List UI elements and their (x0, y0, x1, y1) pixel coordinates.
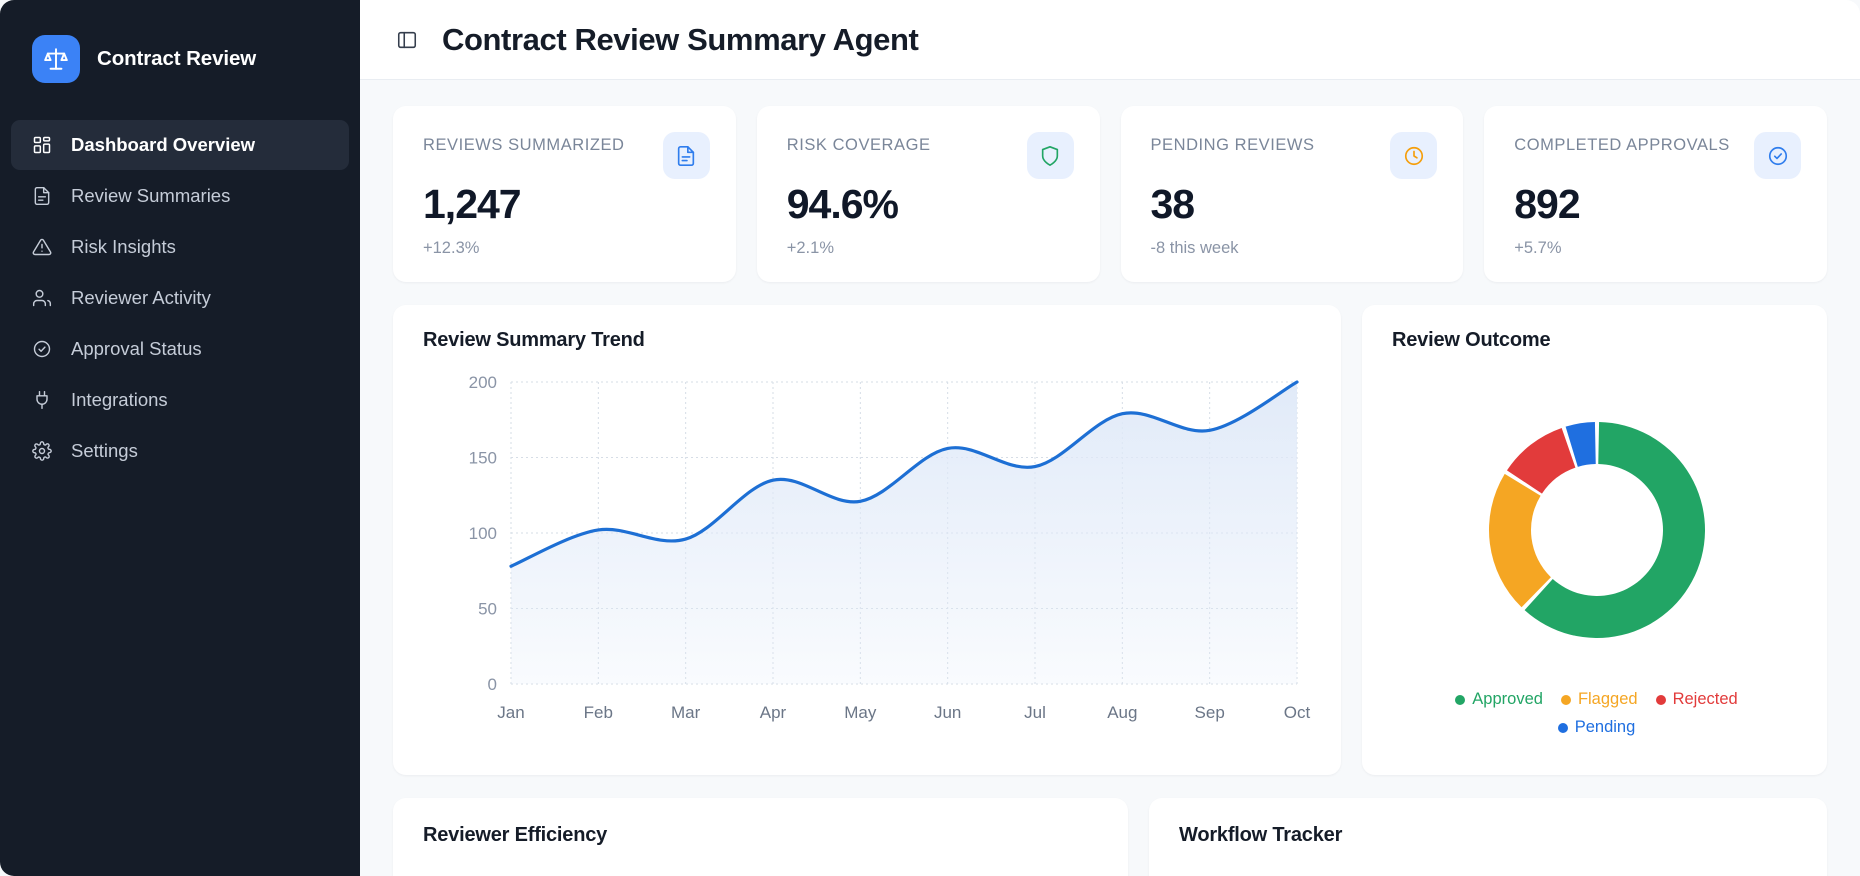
card-title: Workflow Tracker (1179, 824, 1343, 847)
kpi-delta: +12.3% (423, 239, 480, 258)
legend-label: Approved (1472, 690, 1543, 709)
svg-text:50: 50 (478, 600, 497, 619)
shield-icon (1026, 132, 1074, 179)
sidebar-item-label: Review Summaries (71, 185, 231, 206)
sidebar-item-label: Integrations (71, 389, 168, 410)
scales-of-justice-icon (32, 35, 80, 83)
card-title: Reviewer Efficiency (423, 824, 608, 847)
legend-item[interactable]: Approved (1455, 686, 1543, 713)
donut-segment[interactable] (1565, 422, 1596, 467)
kpi-label: COMPLETED APPROVALS (1514, 136, 1730, 154)
svg-text:Jun: Jun (934, 703, 961, 722)
donut-segment[interactable] (1506, 427, 1575, 494)
donut-segment[interactable] (1524, 422, 1705, 639)
legend-label: Rejected (1672, 690, 1738, 709)
svg-text:Feb: Feb (584, 703, 613, 722)
kpi-card-reviews-summarized: REVIEWS SUMMARIZED 1,247 +12.3% (393, 106, 736, 283)
legend-dot (1557, 722, 1568, 733)
kpi-delta: +5.7% (1514, 239, 1562, 258)
plug-icon (30, 389, 53, 412)
brand: Contract Review (0, 22, 360, 86)
sidebar-item-reviewer-activity[interactable]: Reviewer Activity (11, 273, 349, 323)
donut-segment[interactable] (1488, 473, 1551, 608)
card-title: Review Summary Trend (423, 329, 645, 352)
svg-text:May: May (844, 703, 877, 722)
legend-item[interactable]: Rejected (1655, 686, 1738, 713)
svg-text:100: 100 (469, 524, 497, 543)
legend-label: Flagged (1577, 690, 1638, 709)
svg-text:Mar: Mar (671, 703, 701, 722)
svg-text:200: 200 (469, 373, 497, 392)
brand-name: Contract Review (97, 47, 257, 70)
bottom-row: Reviewer Efficiency Workflow Tracker (393, 798, 1827, 876)
kpi-value: 892 (1514, 181, 1580, 227)
kpi-label: PENDING REVIEWS (1150, 136, 1315, 154)
sidebar-item-risk-insights[interactable]: Risk Insights (11, 222, 349, 272)
sidebar-item-integrations[interactable]: Integrations (11, 375, 349, 425)
svg-text:150: 150 (469, 449, 497, 468)
legend-dot (1455, 694, 1466, 705)
document-text-icon (30, 185, 53, 208)
legend-item[interactable]: Pending (1557, 714, 1636, 741)
sidebar-item-label: Reviewer Activity (71, 287, 211, 308)
clock-icon (1390, 132, 1438, 179)
page-title: Contract Review Summary Agent (442, 21, 919, 57)
kpi-card-completed-approvals: COMPLETED APPROVALS 892 +5.7% (1484, 106, 1827, 283)
donut-legend: Approved Flagged Rejected Pending (1392, 686, 1801, 742)
kpi-card-pending-reviews: PENDING REVIEWS 38 -8 this week (1120, 106, 1464, 283)
svg-text:Aug: Aug (1107, 703, 1137, 722)
sidebar: Contract Review Dashboard Overview (0, 0, 360, 876)
sidebar-item-approval-status[interactable]: Approval Status (11, 324, 349, 374)
check-circle-icon (30, 338, 53, 361)
legend-item[interactable]: Flagged (1560, 686, 1638, 713)
review-summary-trend-chart: 0 50 100 150 200 Jan Feb Mar Apr May Jun Jul Aug Sep O… (423, 366, 1315, 763)
kpi-card-risk-coverage: RISK COVERAGE 94.6% +2.1% (756, 106, 1100, 283)
svg-text:Jul: Jul (1024, 703, 1046, 722)
kpi-label: RISK COVERAGE (786, 136, 931, 154)
gear-icon (30, 440, 53, 463)
workflow-tracker-card: Workflow Tracker (1149, 798, 1827, 876)
sidebar-item-label: Approval Status (71, 338, 202, 359)
legend-dot (1655, 694, 1666, 705)
sidebar-item-review-summaries[interactable]: Review Summaries (11, 171, 349, 221)
reviewer-efficiency-card: Reviewer Efficiency (393, 798, 1128, 876)
document-text-icon (662, 132, 710, 179)
kpi-row: REVIEWS SUMMARIZED 1,247 +12.3% RISK (393, 106, 1827, 283)
sidebar-item-label: Settings (71, 440, 138, 461)
kpi-delta: -8 this week (1150, 239, 1239, 258)
sidebar-item-label: Dashboard Overview (71, 134, 256, 155)
sidebar-item-label: Risk Insights (71, 236, 176, 257)
check-circle-icon (1754, 132, 1801, 179)
svg-text:Sep: Sep (1195, 703, 1225, 722)
top-bar: Contract Review Summary Agent (360, 0, 1860, 80)
grid-dashboard-icon (30, 134, 53, 157)
legend-label: Pending (1574, 718, 1636, 737)
kpi-value: 1,247 (423, 181, 522, 227)
users-icon (30, 287, 53, 310)
svg-text:Apr: Apr (760, 703, 787, 722)
sidebar-item-dashboard-overview[interactable]: Dashboard Overview (11, 120, 349, 170)
warning-triangle-icon (30, 236, 53, 259)
panel-left-icon[interactable] (394, 27, 420, 53)
svg-text:0: 0 (488, 675, 497, 694)
sidebar-nav: Dashboard Overview Review Summaries (0, 120, 360, 476)
sidebar-item-settings[interactable]: Settings (11, 426, 349, 476)
legend-dot (1560, 694, 1571, 705)
kpi-value: 94.6% (786, 181, 899, 227)
kpi-delta: +2.1% (786, 239, 834, 258)
svg-text:Oct: Oct (1284, 703, 1311, 722)
main-area: Contract Review Summary Agent REVIEWS SU… (360, 0, 1860, 876)
dashboard-content: REVIEWS SUMMARIZED 1,247 +12.3% RISK (360, 80, 1860, 876)
review-summary-trend-card: Review Summary Trend 0 50 100 150 200 Jan Feb M… (393, 305, 1341, 776)
kpi-value: 38 (1150, 181, 1196, 227)
kpi-label: REVIEWS SUMMARIZED (423, 136, 625, 154)
svg-text:Jan: Jan (497, 703, 524, 722)
review-outcome-chart: Approved Flagged Rejected Pending (1392, 352, 1801, 742)
chart-row: Review Summary Trend 0 50 100 150 200 Jan Feb M… (393, 305, 1827, 776)
review-outcome-card: Review Outcome Approved Flagged Rejected Pe… (1362, 305, 1827, 776)
card-title: Review Outcome (1392, 329, 1551, 352)
